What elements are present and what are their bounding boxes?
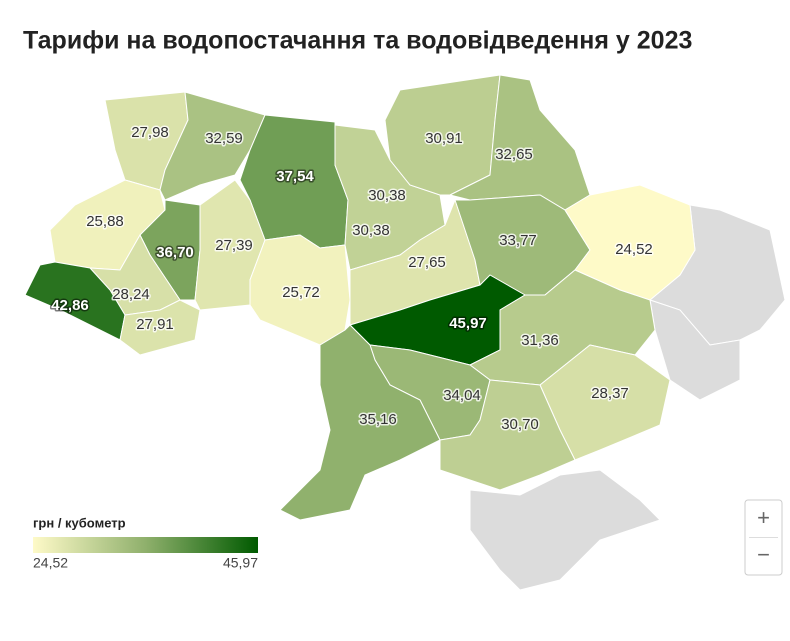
region-labels: 27,98 32,59 37,54 30,38 30,38 30,91 32,65 25,88…: [50, 122, 655, 434]
region-label: 30,91: [425, 130, 463, 147]
region: [119, 299, 201, 356]
region-label: 27,98: [131, 124, 169, 141]
region-label: 28,37: [591, 385, 629, 402]
legend-max-label: 45,97: [223, 555, 258, 571]
region-label: 30,38: [352, 222, 390, 239]
regions: [24, 74, 696, 521]
region-label: 36,70: [156, 244, 194, 261]
region-label: 35,16: [359, 411, 397, 428]
legend-min-label: 24,52: [33, 555, 68, 571]
region-label: 33,77: [499, 232, 537, 249]
region-label: 30,70: [501, 416, 539, 433]
region: [279, 324, 441, 521]
region-label: 30,38: [368, 187, 406, 204]
region-label: 34,04: [443, 387, 481, 404]
zoom-controls: + −: [744, 499, 783, 576]
region-label: 27,39: [215, 237, 253, 254]
legend-title: грн / кубометр: [33, 515, 126, 530]
region: [439, 379, 576, 491]
region-label: 27,91: [136, 316, 174, 333]
no-data-region: [469, 469, 661, 591]
region-label: 28,24: [112, 286, 150, 303]
region-label: 25,72: [282, 284, 320, 301]
legend-gradient: [33, 537, 258, 553]
zoom-out[interactable]: −: [757, 542, 770, 567]
region-label: 27,65: [408, 254, 446, 271]
region-label: 25,88: [86, 213, 124, 230]
region: [564, 184, 696, 301]
region-label: 37,54: [276, 168, 314, 185]
region-label: 45,97: [449, 315, 487, 332]
no-data-regions: [469, 204, 786, 591]
region-label: 32,59: [205, 130, 243, 147]
no-data-region: [649, 299, 741, 401]
region-label: 31,36: [521, 332, 559, 349]
region-label: 24,52: [615, 241, 653, 258]
zoom-in[interactable]: +: [757, 505, 770, 530]
region-label: 42,86: [51, 297, 89, 314]
map-title: Тарифи на водопостачання та водовідведен…: [23, 27, 692, 55]
region-label: 32,65: [495, 146, 533, 163]
